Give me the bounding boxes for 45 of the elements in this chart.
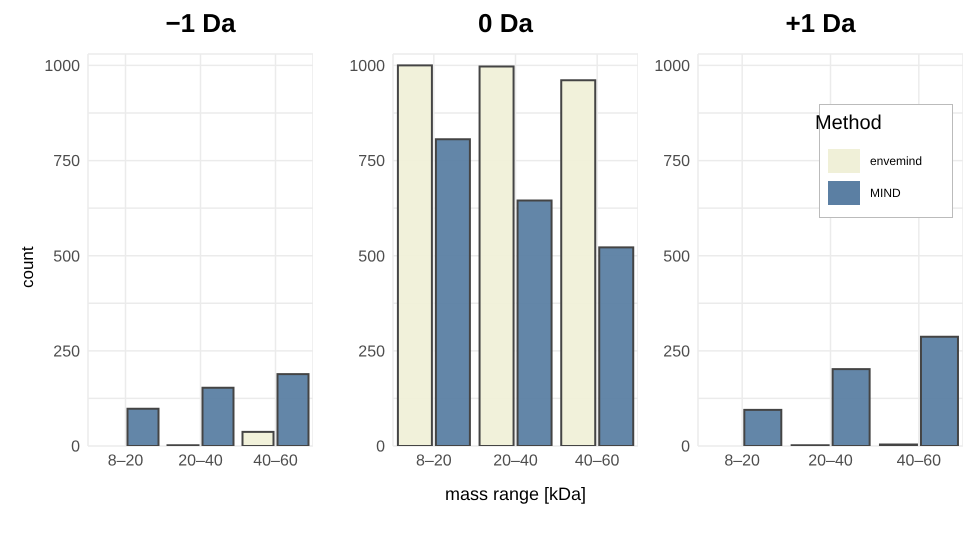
bar: [560, 79, 596, 446]
bar: [920, 336, 959, 446]
chart-title: 0 Da: [477, 8, 534, 40]
bar: [202, 386, 234, 446]
y-tick-label: 500: [663, 248, 690, 266]
x-tick-label: 40–60: [896, 452, 942, 470]
bar: [396, 64, 433, 446]
bar: [478, 66, 515, 446]
x-tick-label: 8–20: [416, 452, 452, 470]
bar: [434, 138, 471, 446]
x-tick-label: 8–20: [108, 452, 144, 470]
legend-title: Method: [815, 112, 883, 135]
y-tick-label: 500: [53, 248, 80, 266]
y-tick-label: 1000: [654, 58, 690, 76]
bar: [276, 373, 310, 446]
bar: [598, 246, 634, 446]
y-tick-label: 750: [53, 153, 80, 170]
y-axis-title: count: [18, 246, 38, 288]
y-tick-label: 250: [53, 344, 80, 361]
x-tick-label: 40–60: [574, 452, 620, 470]
bar: [126, 408, 160, 446]
x-tick-label: 20–40: [493, 452, 538, 470]
y-tick-label: 0: [71, 438, 80, 456]
chart-title: −1 Da: [164, 8, 237, 40]
x-axis-title: mass range [kDa]: [444, 484, 586, 504]
y-tick-label: 250: [358, 344, 386, 361]
bar: [242, 430, 274, 446]
legend-label: MIND: [870, 186, 901, 200]
x-tick-label: 8–20: [724, 452, 760, 470]
bar: [832, 368, 871, 446]
chart-title: +1 Da: [784, 8, 857, 40]
legend-label: envemind: [870, 154, 922, 168]
y-tick-label: 1000: [44, 58, 80, 76]
x-tick-label: 40–60: [253, 452, 298, 470]
bar: [516, 200, 553, 446]
y-tick-label: 250: [663, 344, 690, 361]
y-tick-label: 0: [376, 438, 386, 456]
bar: [743, 408, 782, 446]
y-tick-label: 750: [663, 153, 690, 170]
y-tick-label: 750: [358, 153, 386, 170]
x-tick-label: 20–40: [178, 452, 223, 470]
y-tick-label: 500: [358, 248, 386, 266]
y-tick-label: 0: [681, 438, 690, 456]
y-tick-label: 1000: [349, 58, 386, 76]
x-tick-label: 20–40: [808, 452, 853, 470]
